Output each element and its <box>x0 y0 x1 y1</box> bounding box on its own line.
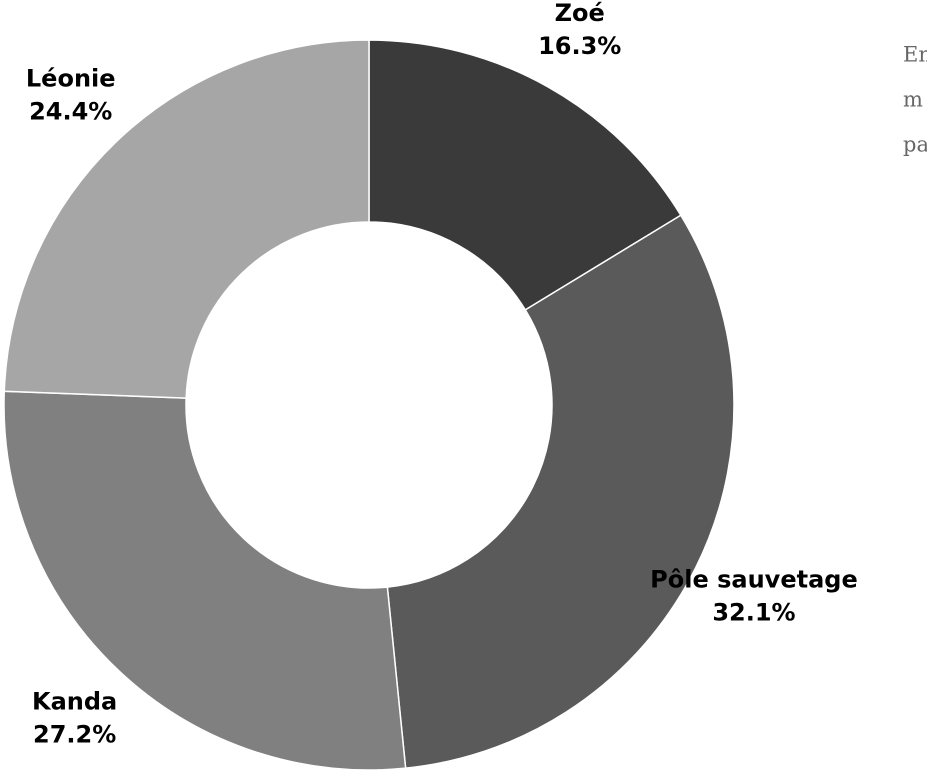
slice-value-label: 24.4% <box>29 97 112 125</box>
side-paragraph: En m pa <box>903 43 927 157</box>
donut-slice <box>386 214 735 769</box>
slice-value-label: 16.3% <box>538 32 621 60</box>
slice-label: Pôle sauvetage <box>650 566 858 594</box>
slice-label: Zoé <box>555 0 605 27</box>
donut-slice <box>3 390 407 771</box>
paragraph-line: m <box>903 88 923 112</box>
paragraph-line: En <box>903 43 927 67</box>
paragraph-line: pa <box>903 133 927 157</box>
slice-value-label: 27.2% <box>33 720 116 748</box>
slice-value-label: 32.1% <box>712 599 795 627</box>
donut-slice <box>368 39 682 311</box>
slice-label: Léonie <box>26 64 116 92</box>
donut-slice <box>3 39 370 399</box>
slice-label: Kanda <box>32 687 117 715</box>
